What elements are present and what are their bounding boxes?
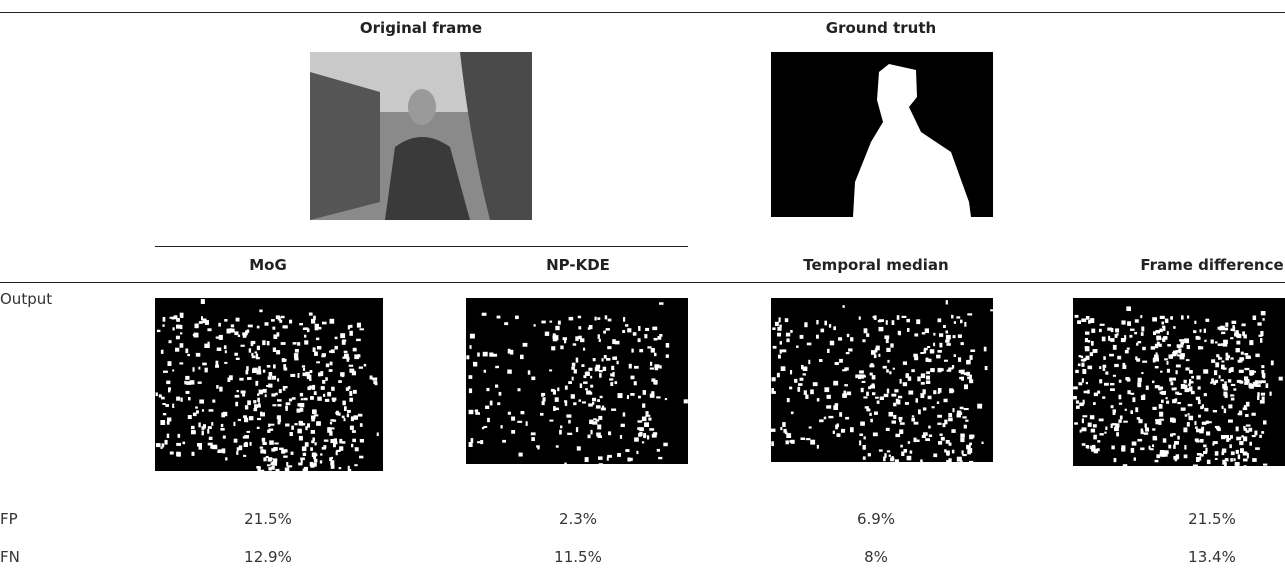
original-frame-image xyxy=(310,52,532,220)
column-header: Frame difference xyxy=(1140,256,1284,274)
cell: 13.4% xyxy=(1188,548,1236,566)
cell: 21.5% xyxy=(244,510,292,528)
rule xyxy=(0,12,1285,13)
output-image xyxy=(1073,298,1285,466)
column-header: MoG xyxy=(249,256,287,274)
output-image xyxy=(155,298,383,471)
rule xyxy=(0,282,1285,283)
output-image xyxy=(466,298,688,464)
column-header: NP-KDE xyxy=(546,256,610,274)
ground-truth-image xyxy=(771,52,993,217)
cell: 21.5% xyxy=(1188,510,1236,528)
cell: 6.9% xyxy=(856,510,896,528)
rule xyxy=(155,246,688,247)
output-image xyxy=(771,298,993,462)
cell: 12.9% xyxy=(244,548,292,566)
row-label: FP xyxy=(0,510,18,528)
row-label: FN xyxy=(0,548,20,566)
column-header: Temporal median xyxy=(803,256,949,274)
row-label: Output xyxy=(0,290,53,308)
cell: 2.3% xyxy=(558,510,598,528)
cell: 11.5% xyxy=(554,548,602,566)
header: Ground truth xyxy=(825,19,937,37)
cell: 8% xyxy=(864,548,888,566)
header: Original frame xyxy=(359,19,483,37)
